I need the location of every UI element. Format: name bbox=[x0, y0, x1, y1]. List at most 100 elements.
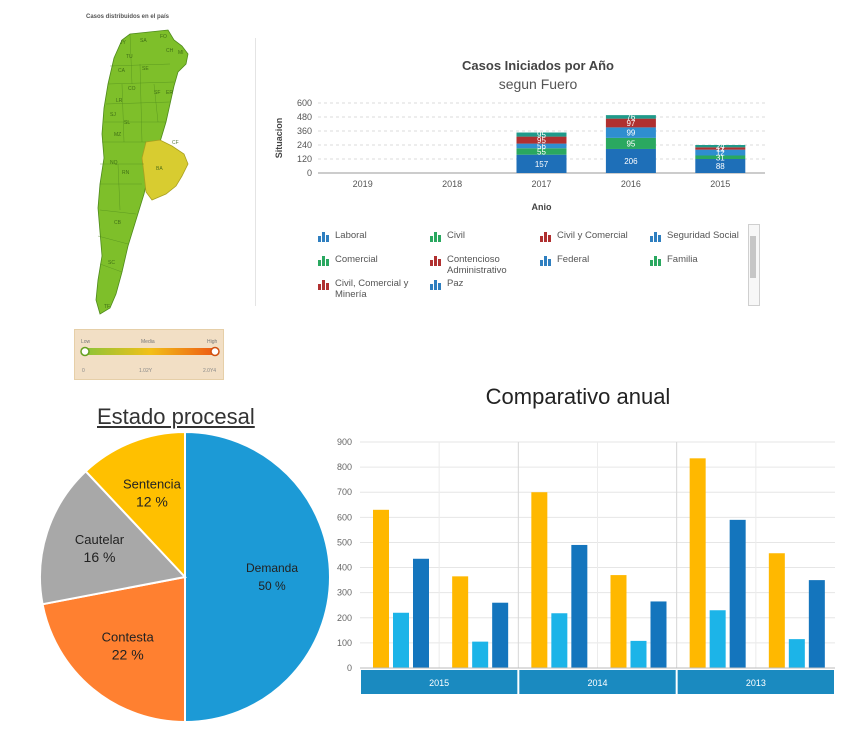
legend-item[interactable]: Civil y Comercial bbox=[540, 230, 644, 254]
map-province-code: JY bbox=[120, 40, 127, 46]
comp-group-label-band bbox=[519, 670, 676, 694]
map-province-border bbox=[139, 63, 143, 143]
casos-y-axis-label: Situacion bbox=[274, 118, 284, 159]
pie-slice[interactable] bbox=[41, 575, 186, 724]
pie-slice[interactable] bbox=[84, 432, 186, 580]
comp-bar[interactable] bbox=[492, 602, 509, 668]
casos-bar-segment[interactable] bbox=[695, 147, 746, 150]
casos-data-label: 31 bbox=[716, 153, 725, 162]
casos-bar-segment[interactable] bbox=[516, 143, 567, 149]
casos-bar-segment[interactable] bbox=[516, 136, 567, 144]
map-region-buenos-aires[interactable] bbox=[141, 139, 189, 201]
casos-stacked-bar-chart[interactable]: 0 120 240 360 480 600 Situacion Anio 2019 2018 201… bbox=[270, 95, 770, 217]
casos-bar-segment[interactable] bbox=[695, 149, 746, 156]
legend-icon-bar bbox=[318, 260, 321, 266]
comp-bar[interactable] bbox=[650, 601, 667, 668]
legend-icon-bar bbox=[322, 280, 325, 290]
map-scale-legend[interactable]: Low Media High 0 1.02Y 2.0Y4 bbox=[74, 329, 224, 380]
casos-bar-segment[interactable] bbox=[516, 148, 567, 155]
pie-slice[interactable] bbox=[184, 432, 331, 724]
comp-bar[interactable] bbox=[551, 613, 568, 668]
legend-item[interactable]: Contencioso Administrativo bbox=[430, 254, 534, 278]
estado-procesal-pie-chart[interactable]: Demanda 50 % Contesta 22 % Cautelar 16 % Sente… bbox=[30, 432, 340, 727]
casos-data-label: 11 bbox=[716, 145, 725, 154]
scale-min-handle[interactable] bbox=[80, 346, 90, 357]
legend-icon-bar bbox=[544, 256, 547, 266]
bar-chart-icon bbox=[430, 232, 441, 242]
legend-item[interactable]: Paz bbox=[430, 278, 534, 302]
map-province-code: RN bbox=[122, 170, 130, 176]
comp-bar[interactable] bbox=[729, 519, 746, 668]
casos-y-tick-label: 240 bbox=[297, 140, 312, 150]
comparativo-anual-bar-chart[interactable]: 0 100 200 300 400 500 600 700 800 900 2015 2014 2013 bbox=[330, 430, 840, 702]
comp-bar[interactable] bbox=[571, 544, 588, 668]
map-province-border bbox=[129, 33, 133, 85]
casos-bar-segment[interactable] bbox=[605, 118, 656, 128]
comp-bar[interactable] bbox=[452, 576, 469, 668]
comp-bar[interactable] bbox=[808, 580, 825, 668]
casos-data-label: 95 bbox=[626, 139, 635, 148]
legend-item[interactable]: Seguridad Social bbox=[650, 230, 754, 254]
comp-bar[interactable] bbox=[373, 509, 389, 668]
comp-bar[interactable] bbox=[689, 458, 706, 668]
scale-max-handle[interactable] bbox=[210, 346, 220, 357]
casos-x-tick-label: 2017 bbox=[531, 179, 551, 189]
comp-bar[interactable] bbox=[531, 492, 548, 668]
comp-bar[interactable] bbox=[768, 553, 785, 668]
map-province-code: MZ bbox=[114, 132, 121, 138]
comp-bar[interactable] bbox=[788, 639, 805, 668]
map-province-code: CF bbox=[172, 140, 179, 146]
comp-y-tick-label: 100 bbox=[337, 638, 352, 648]
legend-icon-bar bbox=[654, 256, 657, 266]
comp-y-tick-label: 400 bbox=[337, 563, 352, 573]
casos-data-label: 56 bbox=[537, 142, 546, 151]
comp-bar[interactable] bbox=[413, 558, 429, 668]
casos-bar-segment[interactable] bbox=[695, 159, 746, 173]
map-province-code: TU bbox=[126, 54, 133, 60]
casos-x-tick-label: 2019 bbox=[353, 179, 373, 189]
map-province-border bbox=[99, 209, 137, 215]
pie-slice[interactable] bbox=[39, 469, 187, 606]
legend-item[interactable]: Familia bbox=[650, 254, 754, 278]
casos-bar-segment[interactable] bbox=[605, 148, 656, 173]
bar-chart-icon bbox=[650, 256, 661, 266]
casos-bar-segment[interactable] bbox=[695, 155, 746, 160]
comp-bar[interactable] bbox=[610, 575, 627, 668]
casos-bar-segment[interactable] bbox=[695, 145, 746, 148]
casos-data-label: 95 bbox=[537, 131, 546, 140]
comp-group-label: 2015 bbox=[429, 678, 449, 688]
legend-item[interactable]: Civil, Comercial y Minería bbox=[318, 278, 422, 302]
comp-bar[interactable] bbox=[393, 612, 409, 668]
panel-divider bbox=[255, 38, 256, 306]
casos-y-tick-label: 360 bbox=[297, 126, 312, 136]
bar-chart-icon bbox=[318, 232, 329, 242]
bar-chart-icon bbox=[540, 232, 551, 242]
legend-item[interactable]: Federal bbox=[540, 254, 644, 278]
legend-item[interactable]: Civil bbox=[430, 230, 534, 254]
legend-icon-bar bbox=[438, 259, 441, 266]
pie-slice-value: 22 % bbox=[112, 646, 144, 662]
comp-bar[interactable] bbox=[709, 610, 726, 668]
legend-item[interactable]: Laboral bbox=[318, 230, 422, 254]
map-province-code: SA bbox=[140, 38, 147, 44]
scale-mid-value: 1.02Y bbox=[139, 368, 153, 374]
casos-bar-segment[interactable] bbox=[605, 115, 656, 119]
pie-slice-value: 16 % bbox=[84, 549, 116, 565]
casos-bar-segment[interactable] bbox=[516, 154, 567, 173]
casos-bar-segment[interactable] bbox=[516, 132, 567, 137]
legend-scroll-thumb[interactable] bbox=[750, 236, 756, 278]
casos-data-label: 24 bbox=[716, 142, 725, 151]
comp-y-tick-label: 0 bbox=[347, 663, 352, 673]
comp-bar[interactable] bbox=[472, 641, 489, 668]
legend-icon-bar bbox=[650, 260, 653, 266]
casos-bar-segment[interactable] bbox=[605, 127, 656, 138]
casos-bar-segment[interactable] bbox=[605, 137, 656, 149]
comp-y-tick-label: 900 bbox=[337, 437, 352, 447]
legend-icon-bar bbox=[438, 283, 441, 290]
legend-icon-bar bbox=[548, 235, 551, 242]
casos-data-label: 55 bbox=[537, 147, 546, 156]
legend-item[interactable]: Comercial bbox=[318, 254, 422, 278]
comp-bar[interactable] bbox=[630, 640, 647, 668]
